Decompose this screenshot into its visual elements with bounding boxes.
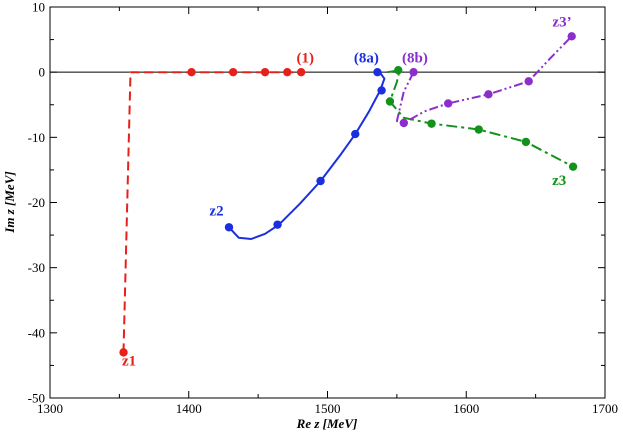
data-point <box>224 223 234 232</box>
data-point <box>385 97 395 106</box>
data-point <box>316 176 325 186</box>
y-tick-label: -10 <box>28 130 45 145</box>
annotation-layer: (1) (8a) (8b) z3’ z2 z3 z1 <box>122 15 572 370</box>
data-point <box>187 67 196 77</box>
data-point <box>283 67 292 77</box>
axis-frame <box>49 6 606 399</box>
series-annotation: z1 <box>122 353 136 369</box>
data-point <box>273 220 282 229</box>
series-line-2 <box>228 71 386 240</box>
x-tick-label: 1700 <box>592 401 618 416</box>
series-layer <box>122 35 574 353</box>
y-axis-label: Im z [MeV] <box>2 171 17 233</box>
series-line-4 <box>395 35 573 124</box>
series-annotation: z3 <box>552 173 566 189</box>
data-point <box>394 66 403 75</box>
data-point <box>377 86 386 95</box>
series-annotation: z3’ <box>552 15 571 31</box>
y-tick-label: 10 <box>32 0 45 15</box>
ticks: 1300 1400 1500 1600 1700 -50 -40 -30 -20 -10 0 10 <box>28 0 618 416</box>
series-annotation: z2 <box>209 204 223 220</box>
data-point <box>427 119 436 128</box>
series-annotation: (8b) <box>402 50 428 66</box>
y-tick-label: -50 <box>28 391 45 406</box>
data-point <box>567 32 576 41</box>
series-line-1 <box>122 71 303 353</box>
x-axis-label: Re z [MeV] <box>296 416 358 431</box>
data-point <box>228 67 238 77</box>
data-point <box>296 67 306 77</box>
series-line-3 <box>387 69 574 168</box>
plot-border <box>49 6 606 399</box>
data-point <box>373 67 382 77</box>
y-tick-label: -30 <box>28 260 45 275</box>
data-point <box>119 348 128 357</box>
marker-layer <box>119 32 578 357</box>
data-point <box>409 67 418 77</box>
x-tick-label: 1600 <box>453 401 479 416</box>
series-annotation: (1) <box>297 50 315 66</box>
x-tick-label: 1500 <box>315 401 341 416</box>
data-point <box>568 162 578 171</box>
data-point <box>399 118 409 128</box>
series-annotation: (8a) <box>354 50 379 66</box>
x-tick-label: 1300 <box>37 401 63 416</box>
y-tick-label: -40 <box>28 325 45 340</box>
data-point <box>521 137 531 147</box>
data-point <box>444 99 453 108</box>
x-tick-label: 1400 <box>176 401 202 416</box>
data-point <box>351 129 360 139</box>
y-tick-label: 0 <box>39 65 46 80</box>
data-point <box>524 77 533 86</box>
data-point <box>474 125 483 134</box>
data-point <box>484 90 493 99</box>
data-point <box>260 67 270 77</box>
y-tick-label: -20 <box>28 195 45 210</box>
